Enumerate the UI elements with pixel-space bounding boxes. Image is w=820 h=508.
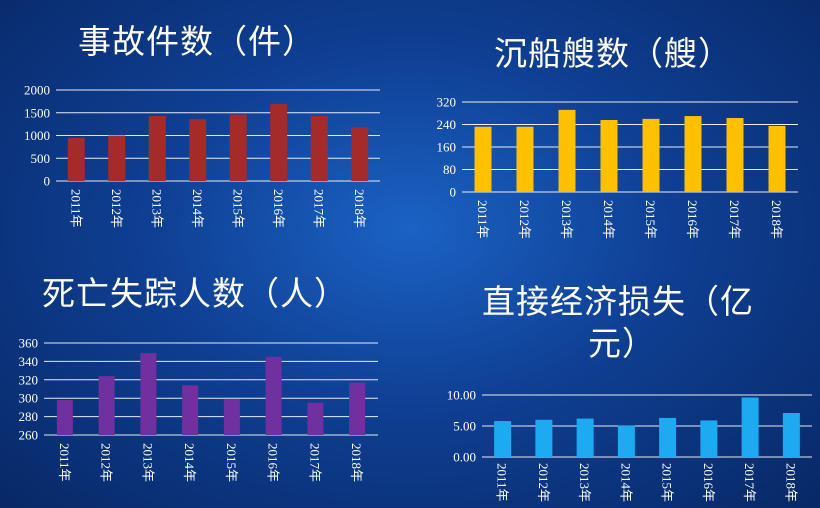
x-tick-label: 2015年 — [224, 443, 239, 482]
x-tick-label: 2018年 — [349, 443, 364, 482]
bar — [474, 126, 492, 192]
x-tick-label: 2011年 — [475, 200, 490, 239]
x-tick-label: 2017年 — [742, 463, 757, 502]
chart-casualties-plot: 260 280 300 320 340 360 2011年 2012年 2013年 2014年 20… — [19, 336, 378, 482]
y-tick-label: 320 — [437, 95, 457, 110]
x-tick-label: 2016年 — [685, 200, 700, 239]
chart-title-casualties: 死亡失踪人数（人） — [42, 274, 348, 313]
x-tick-label: 2013年 — [559, 200, 574, 239]
y-tick-label: 340 — [19, 354, 39, 369]
x-tick-label: 2015年 — [643, 200, 658, 239]
x-tick-label: 2018年 — [769, 200, 784, 239]
y-tick-label: 320 — [19, 372, 39, 387]
bar — [494, 421, 512, 457]
x-tick-label: 2015年 — [230, 189, 245, 228]
bar — [229, 114, 247, 181]
chart-economic-loss-plot: 0.00 5.00 10.00 2011年 2012年 2013年 2014年 2015年 20… — [447, 388, 812, 502]
x-tick-label: 2011年 — [495, 463, 510, 502]
chart-sunk-ships-plot: 0 80 160 240 320 2011年 2012年 2013年 2014年 2015年 201… — [437, 95, 798, 239]
y-tick-label: 500 — [31, 151, 51, 166]
bar — [270, 104, 288, 181]
x-tick-label: 2012年 — [536, 463, 551, 502]
bar — [223, 399, 240, 435]
x-tick-label: 2018年 — [783, 463, 798, 502]
bar — [182, 385, 199, 435]
bar — [642, 118, 660, 192]
x-tick-label: 2012年 — [99, 443, 114, 482]
bar — [516, 126, 534, 192]
y-tick-label: 260 — [19, 428, 39, 443]
bar — [351, 127, 369, 181]
y-tick-label: 0 — [450, 185, 457, 200]
bar — [684, 116, 702, 192]
x-tick-label: 2018年 — [352, 189, 367, 228]
bar — [617, 425, 635, 457]
x-tick-label: 2012年 — [109, 189, 124, 228]
x-tick-label: 2013年 — [577, 463, 592, 502]
bar — [558, 109, 576, 192]
bar — [535, 419, 553, 457]
y-tick-label: 300 — [19, 391, 39, 406]
y-tick-label: 10.00 — [447, 388, 476, 403]
bar — [741, 397, 759, 457]
x-tick-label: 2016年 — [271, 189, 286, 228]
x-tick-label: 2012年 — [517, 200, 532, 239]
y-tick-label: 280 — [19, 409, 39, 424]
bar — [726, 118, 744, 192]
x-tick-label: 2014年 — [190, 189, 205, 228]
bar — [576, 418, 594, 457]
chart-title-sunk-ships: 沉船艘数（艘） — [494, 34, 732, 73]
bar — [189, 119, 207, 181]
y-tick-label: 160 — [437, 140, 457, 155]
bar — [310, 115, 328, 181]
bar — [265, 356, 282, 435]
chart-title-economic-loss-line1: 直接经济损失（亿 — [482, 282, 754, 321]
x-tick-label: 2014年 — [618, 463, 633, 502]
y-tick-label: 360 — [19, 336, 39, 351]
x-tick-label: 2017年 — [307, 443, 322, 482]
x-tick-label: 2014年 — [182, 443, 197, 482]
chart-title-economic-loss-line2: 元） — [588, 324, 656, 363]
bar — [768, 125, 786, 192]
bar — [782, 412, 800, 457]
bar — [700, 420, 718, 457]
y-tick-label: 1000 — [24, 128, 50, 143]
y-tick-label: 2000 — [24, 83, 50, 98]
bar — [140, 353, 157, 435]
x-tick-label: 2013年 — [149, 189, 164, 228]
x-tick-label: 2011年 — [57, 443, 72, 482]
chart-accidents-plot: 0 500 1000 1500 2000 2011年 2012年 2013年 2014年 2015… — [24, 83, 380, 228]
bar — [67, 137, 85, 181]
x-tick-label: 2013年 — [140, 443, 155, 482]
y-tick-label: 240 — [437, 117, 457, 132]
x-tick-label: 2016年 — [266, 443, 281, 482]
chart-title-accidents: 事故件数（件） — [78, 22, 316, 61]
y-tick-label: 0 — [44, 174, 51, 189]
x-tick-label: 2017年 — [311, 189, 326, 228]
bar — [349, 382, 366, 435]
x-tick-label: 2015年 — [660, 463, 675, 502]
y-tick-label: 80 — [443, 162, 456, 177]
bar — [307, 402, 324, 435]
bar — [108, 135, 126, 181]
x-tick-label: 2011年 — [68, 189, 83, 228]
x-tick-label: 2014年 — [601, 200, 616, 239]
bar — [98, 376, 115, 435]
y-tick-label: 1500 — [24, 105, 50, 120]
bar — [148, 115, 166, 181]
y-tick-label: 5.00 — [453, 419, 476, 434]
x-tick-label: 2017年 — [727, 200, 742, 239]
bar — [659, 417, 677, 457]
bar — [56, 400, 73, 435]
x-tick-label: 2016年 — [701, 463, 716, 502]
bar — [600, 120, 618, 192]
y-tick-label: 0.00 — [453, 450, 476, 465]
